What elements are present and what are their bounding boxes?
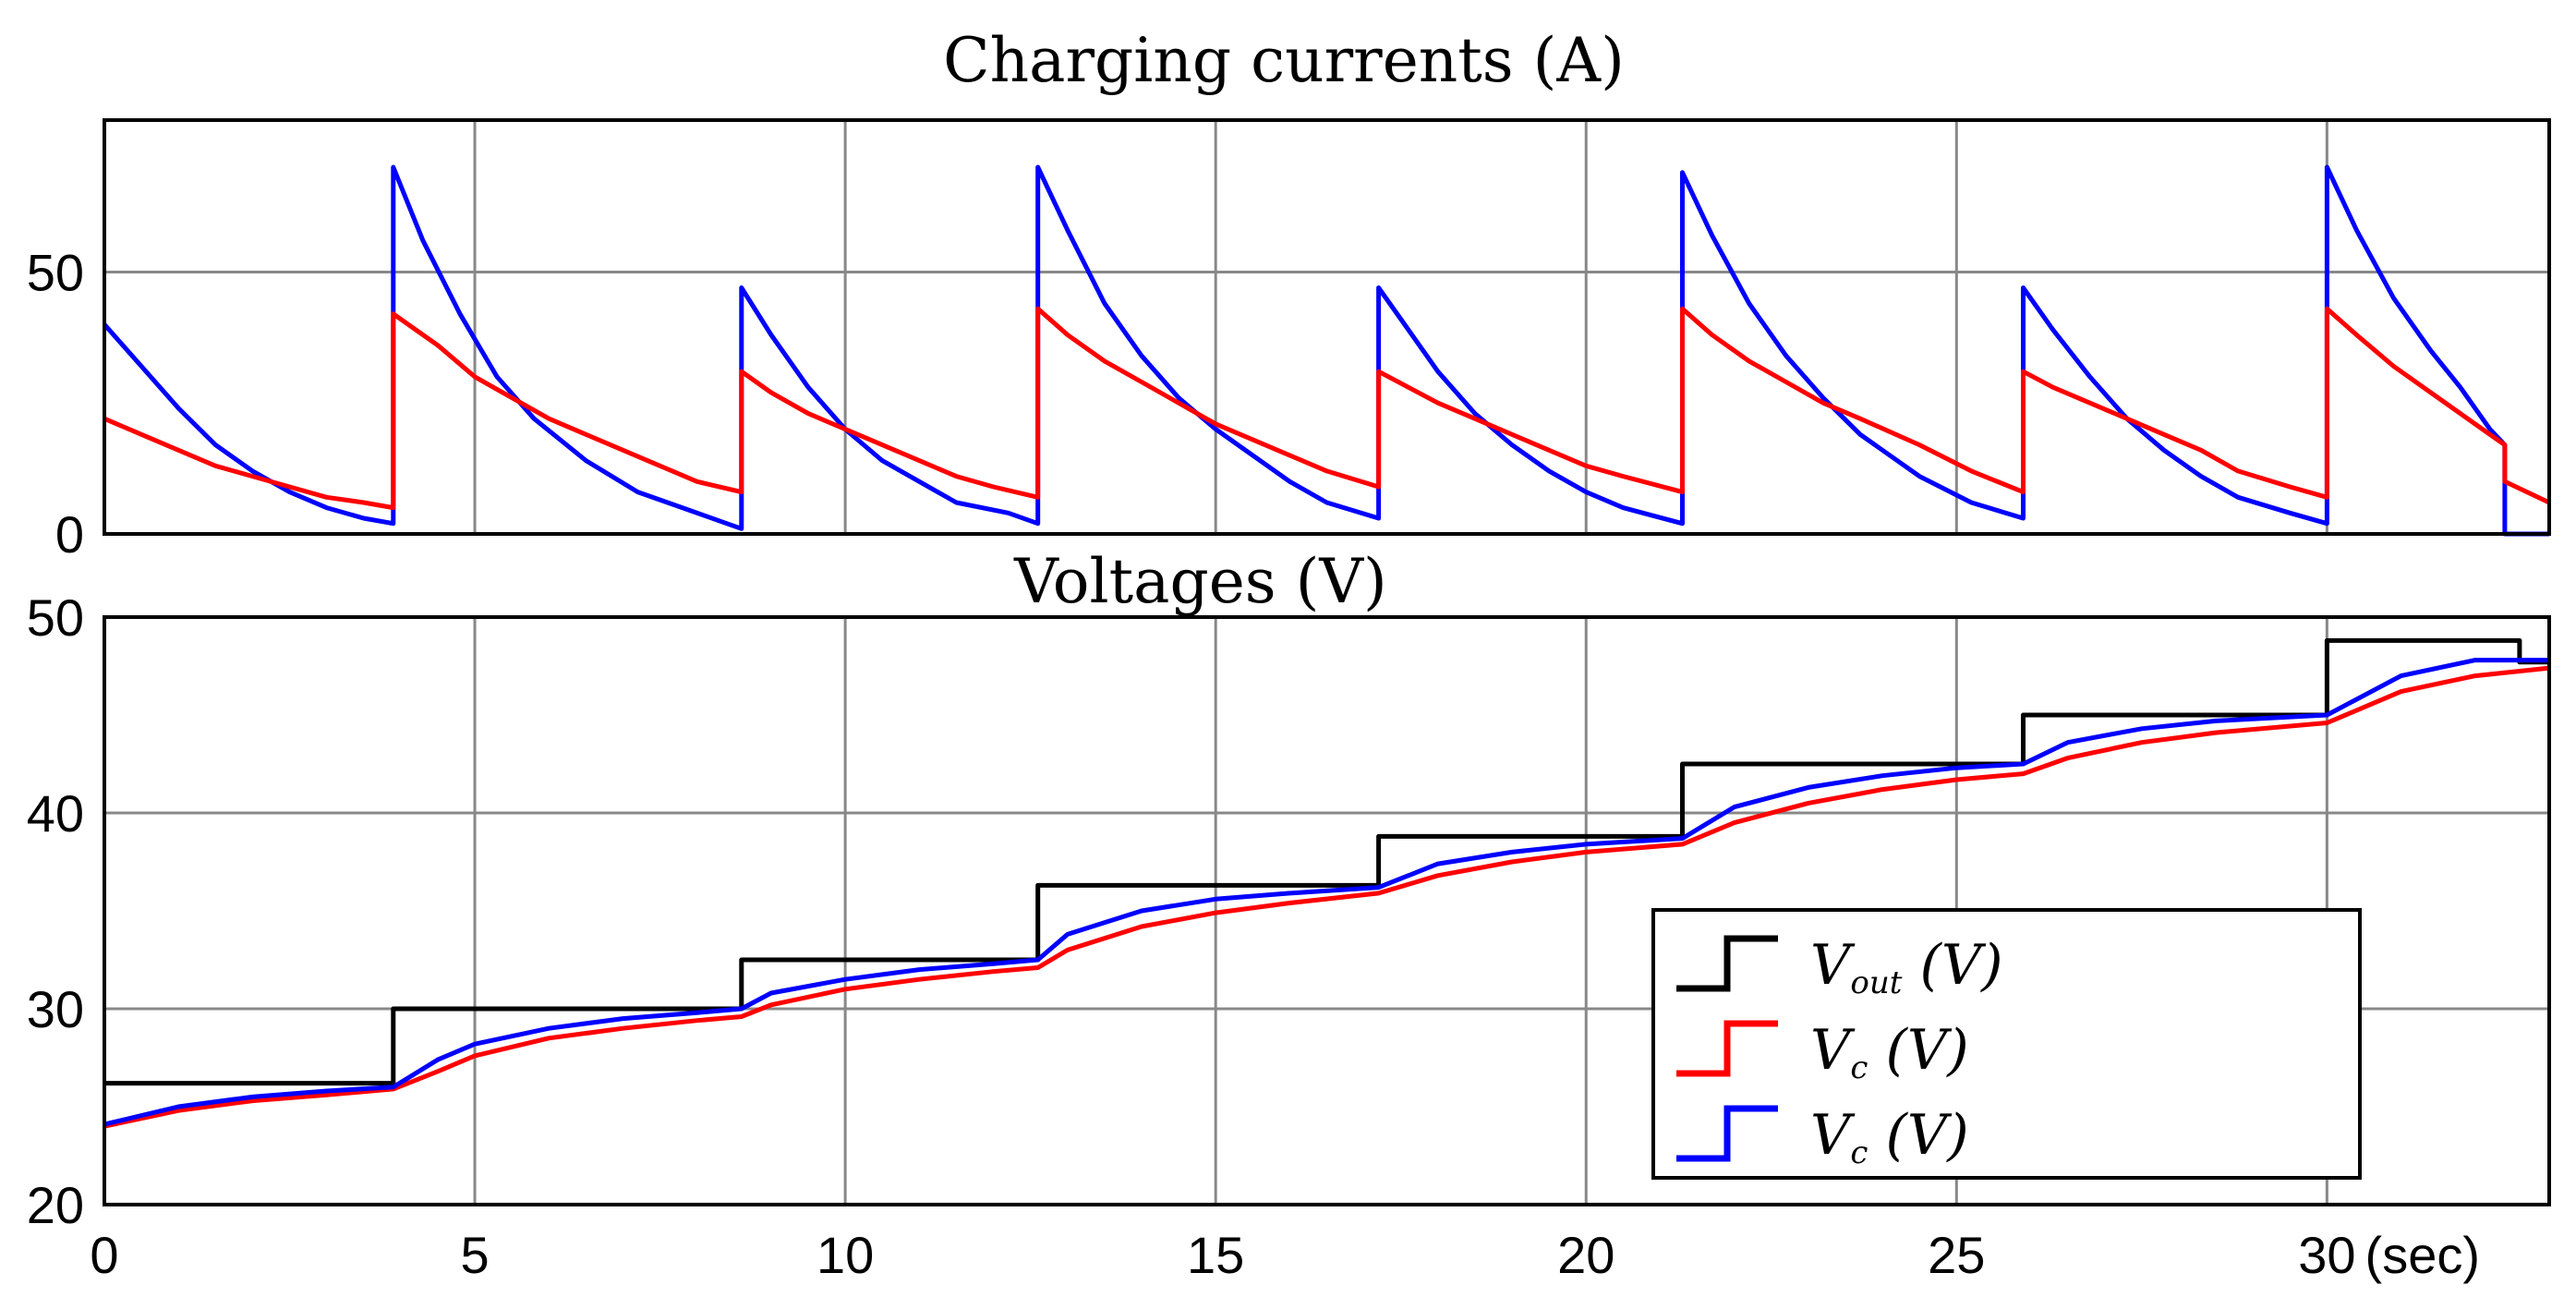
- legend-swatch-2: [1676, 1105, 1778, 1162]
- series-line-0: [103, 164, 2549, 537]
- y-tick-label-20: 20: [27, 1176, 84, 1234]
- x-tick-label-25: 25: [1928, 1226, 1985, 1284]
- legend-label-0: Vout (V): [1810, 933, 2003, 1001]
- legend-label-1: Vc (V): [1810, 1018, 1969, 1086]
- x-tick-label-15: 15: [1187, 1226, 1244, 1284]
- voltages-panel: Voltages (V) 20 30 40 50 0 5 10 15 20 25 30 (sec)…: [27, 546, 2551, 1284]
- legend-box: [1651, 908, 2362, 1180]
- legend: Vout (V) Vc (V) Vc (V): [1651, 908, 2362, 1180]
- currents-panel: Charging currents (A) 0 50: [27, 25, 2551, 564]
- y-tick-label-30: 30: [27, 980, 84, 1038]
- x-unit-label: (sec): [2365, 1226, 2480, 1284]
- voltages-y-ticks: 20 30 40 50: [27, 588, 84, 1234]
- currents-plot-frame: [103, 118, 2551, 536]
- series-line-1: [103, 306, 2551, 511]
- y-tick-label-50: 50: [27, 243, 84, 301]
- legend-entries: Vout (V) Vc (V) Vc (V): [1676, 933, 2003, 1171]
- x-tick-label-5: 5: [460, 1226, 489, 1284]
- series-line-0: [104, 637, 2549, 1086]
- voltages-title: Voltages (V): [1013, 546, 1387, 617]
- y-tick-label-0: 0: [55, 505, 84, 564]
- x-tick-label-30: 30: [2298, 1226, 2355, 1284]
- x-tick-label-0: 0: [90, 1226, 118, 1284]
- legend-swatch-0: [1676, 935, 1778, 992]
- currents-y-ticks: 0 50: [27, 243, 84, 564]
- voltages-plot-frame: [103, 615, 2551, 1206]
- voltages-series: [103, 637, 2550, 1129]
- currents-title: Charging currents (A): [943, 25, 1625, 96]
- legend-label-2: Vc (V): [1810, 1103, 1969, 1171]
- y-tick-label-50: 50: [27, 588, 84, 647]
- voltages-x-ticks: 0 5 10 15 20 25 30: [90, 1226, 2355, 1284]
- legend-swatch-1: [1676, 1020, 1778, 1077]
- series-line-1: [103, 665, 2550, 1129]
- currents-series: [103, 164, 2551, 537]
- series-line-2: [103, 658, 2549, 1127]
- x-tick-label-10: 10: [816, 1226, 874, 1284]
- x-tick-label-20: 20: [1557, 1226, 1615, 1284]
- y-tick-label-40: 40: [27, 784, 84, 842]
